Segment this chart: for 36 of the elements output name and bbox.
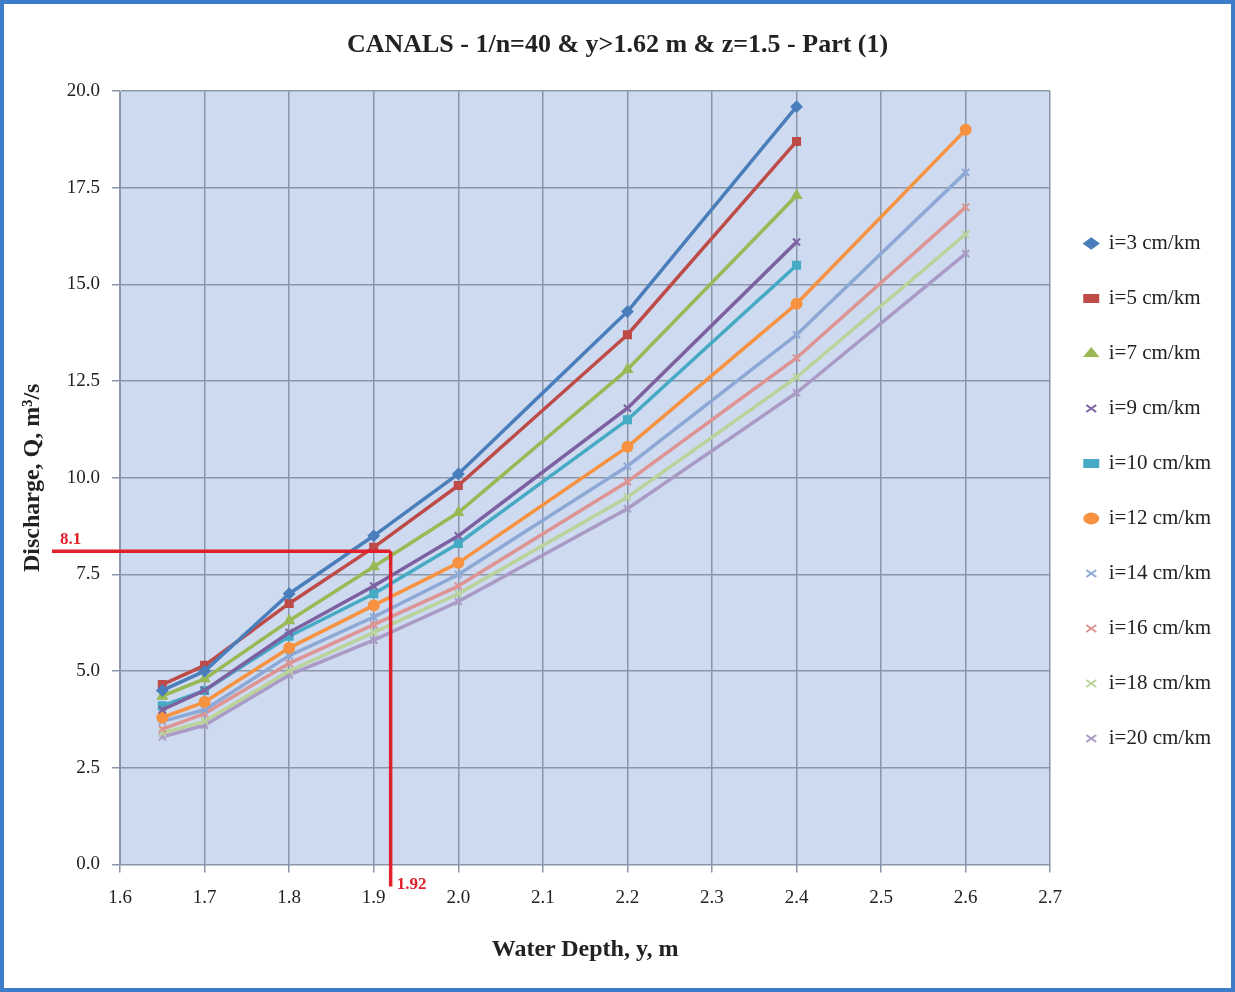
y-tick-label: 2.5 xyxy=(76,755,101,777)
legend-label: i=18 cm/km xyxy=(1108,670,1212,695)
legend-label: i=12 cm/km xyxy=(1108,505,1212,530)
legend-label: i=7 cm/km xyxy=(1108,340,1201,365)
chart-title: CANALS - 1/n=40 & y>1.62 m & z=1.5 - Part (1) xyxy=(346,29,889,59)
y-tick-label: 17.5 xyxy=(66,175,101,197)
y-tick-label: 7.5 xyxy=(76,562,101,584)
x-tick-label: 2.0 xyxy=(446,885,471,907)
y-tick-label: 15.0 xyxy=(66,272,101,294)
x-tick-label: 2.6 xyxy=(953,885,978,907)
x-tick-label: 1.6 xyxy=(108,885,132,907)
ref-line-label: 1.92 xyxy=(396,874,427,894)
y-tick-label: 0.0 xyxy=(76,852,101,874)
legend-label: i=14 cm/km xyxy=(1108,560,1212,585)
x-tick-label: 2.1 xyxy=(530,885,555,907)
legend-label: i=20 cm/km xyxy=(1108,725,1212,750)
x-tick-label: 2.7 xyxy=(1038,885,1063,907)
x-tick-label: 1.9 xyxy=(361,885,386,907)
x-tick-label: 2.4 xyxy=(784,885,809,907)
x-tick-label: 2.5 xyxy=(869,885,893,907)
legend-label: i=16 cm/km xyxy=(1108,615,1212,640)
y-tick-label: 5.0 xyxy=(76,659,101,681)
x-tick-label: 2.3 xyxy=(700,885,724,907)
y-tick-label: 12.5 xyxy=(66,369,101,391)
legend-label: i=9 cm/km xyxy=(1108,395,1201,420)
x-axis-title: Water Depth, y, m xyxy=(491,934,679,961)
x-tick-label: 2.2 xyxy=(615,885,640,907)
legend-label: i=3 cm/km xyxy=(1108,230,1201,255)
ref-line-label: 8.1 xyxy=(60,529,82,549)
y-axis-title: Discharge, Q, m³/s xyxy=(17,383,44,573)
x-tick-label: 1.8 xyxy=(277,885,302,907)
x-tick-label: 1.7 xyxy=(192,885,217,907)
legend-label: i=5 cm/km xyxy=(1108,285,1201,310)
y-tick-label: 10.0 xyxy=(66,465,101,487)
legend-label: i=10 cm/km xyxy=(1108,450,1212,475)
y-tick-label: 20.0 xyxy=(66,79,101,101)
